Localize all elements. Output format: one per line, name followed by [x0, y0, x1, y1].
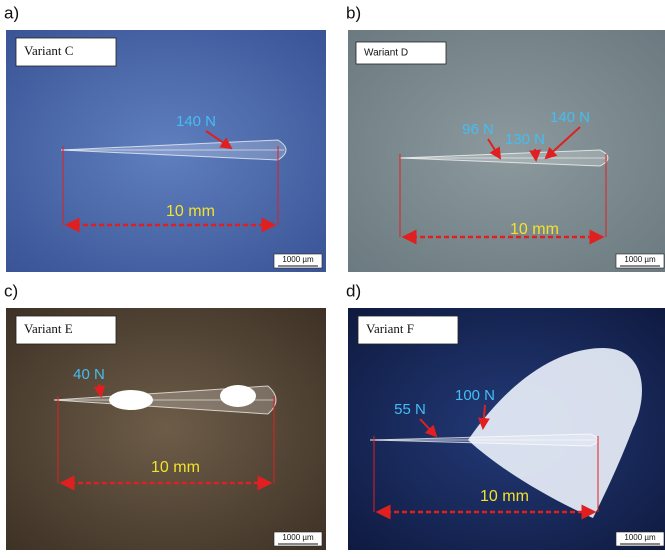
micrograph: Variant F 55 N 100 N 10 mm 1000 µm — [348, 308, 665, 550]
length-label: 10 mm — [166, 203, 215, 220]
scale-bar-label: 1000 µm — [624, 255, 656, 264]
force-label: 96 N — [462, 121, 494, 138]
panel-letter: b) — [346, 3, 361, 22]
scale-bar-label: 1000 µm — [282, 533, 314, 542]
length-label: 10 mm — [510, 221, 559, 238]
image-background — [348, 30, 665, 272]
panel-letter: a) — [4, 3, 19, 22]
micrograph: Variant C 140 N 10 mm 1000 µm — [6, 30, 326, 272]
force-label: 140 N — [550, 109, 590, 126]
length-label: 10 mm — [480, 488, 529, 505]
force-label: 100 N — [455, 387, 495, 404]
micrograph: Wariant D 96 N 130 N 140 N 10 mm 1000 µm — [348, 30, 665, 272]
scale-bar-label: 1000 µm — [282, 255, 314, 264]
force-label: 40 N — [73, 366, 105, 383]
force-label: 130 N — [505, 131, 545, 148]
figure: a) Variant C 140 N 10 mm 1000 µm b) Wariant D 9… — [0, 0, 665, 553]
panel-letter: d) — [346, 281, 361, 300]
variant-label: Variant C — [24, 43, 73, 58]
variant-label: Wariant D — [364, 48, 408, 59]
panel-letter: c) — [4, 281, 18, 300]
scale-bar-label: 1000 µm — [624, 533, 656, 542]
micrograph: Variant E 40 N 10 mm 1000 µm — [6, 308, 326, 550]
force-arrow — [535, 149, 536, 160]
variant-label: Variant F — [366, 321, 414, 336]
variant-label: Variant E — [24, 321, 73, 336]
force-label: 55 N — [394, 401, 426, 418]
force-label: 140 N — [176, 113, 216, 130]
length-label: 10 mm — [151, 459, 200, 476]
